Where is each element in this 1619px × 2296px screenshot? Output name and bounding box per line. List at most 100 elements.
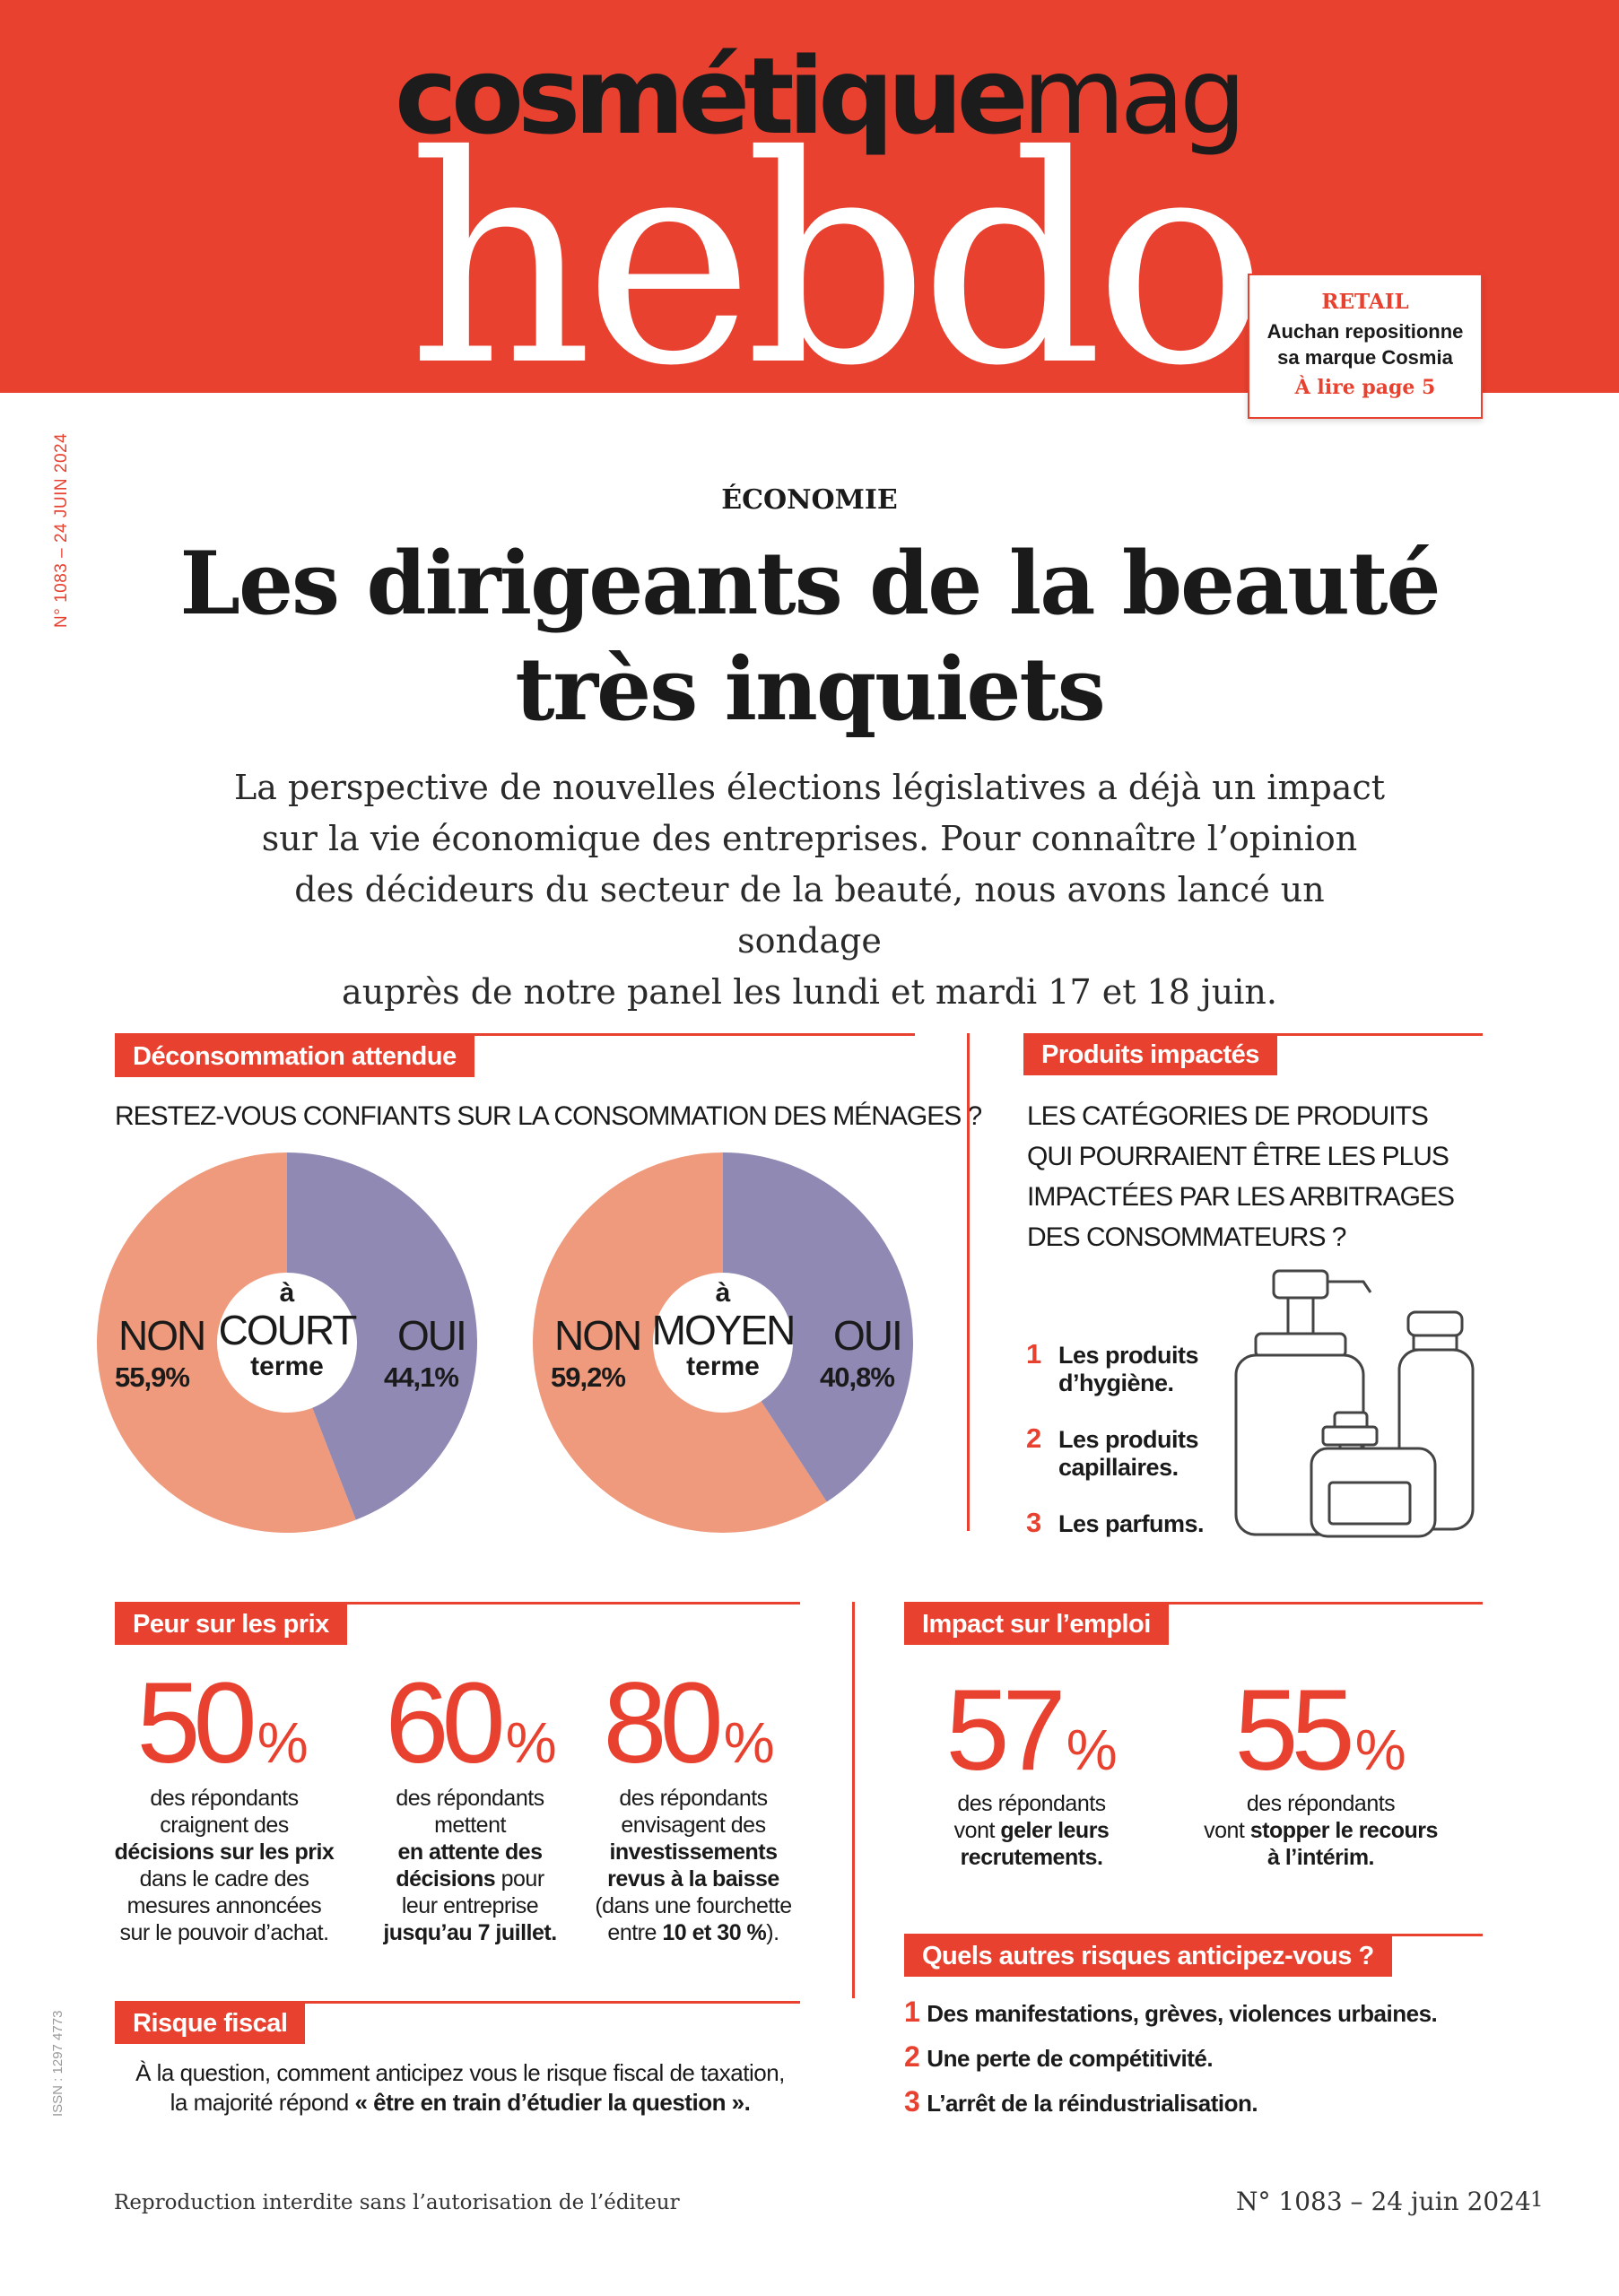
stat-text-bold: stopper le recours	[1249, 1818, 1439, 1843]
teaser-box[interactable]: RETAIL Auchan repositionne sa marque Cos…	[1248, 274, 1483, 419]
brand-logo[interactable]: cosmétiquemag	[395, 43, 1247, 149]
stat-description: des répondants mettent en attente des dé…	[348, 1785, 592, 1946]
stat-text-line: des répondants	[957, 1791, 1106, 1816]
donut-non-label: NON	[118, 1312, 206, 1359]
column-divider	[967, 1033, 970, 1531]
stat-text-regular: vont	[953, 1818, 1001, 1843]
donut-center-short-term: à COURT terme	[197, 1278, 377, 1382]
donut-center-medium-term: à MOYEN terme	[633, 1278, 813, 1382]
fiscal-text-line: la majorité répond « être en train d’étu…	[115, 2088, 805, 2118]
stat-unit: %	[257, 1710, 309, 1775]
fiscal-text-line: À la question, comment anticipez vous le…	[135, 2059, 785, 2086]
footer-copyright: Reproduction interdite sans l’autorisati…	[114, 2191, 680, 2214]
stat-description: des répondants envisagent des investisse…	[574, 1785, 813, 1946]
rank-text-line: Les parfums.	[1058, 1510, 1205, 1537]
stat-text-line: des répondants	[1246, 1791, 1396, 1816]
section-label-produits: Produits impactés	[1023, 1034, 1277, 1075]
consumption-question: RESTEZ-VOUS CONFIANTS SUR LA CONSOMMATIO…	[115, 1101, 982, 1131]
product-rank-item: 2 Les produits capillaires.	[1026, 1424, 1199, 1482]
stat-text-regular: vont	[1204, 1818, 1250, 1843]
fiscal-text: À la question, comment anticipez vous le…	[115, 2058, 805, 2118]
section-rule	[904, 1934, 1483, 1936]
donut-oui-label: OUI	[397, 1312, 467, 1359]
donut-oui-value: 40,8%	[820, 1361, 895, 1393]
donut-slice-non	[97, 1152, 356, 1533]
section-label-deconsommation: Déconsommation attendue	[115, 1036, 474, 1077]
stat-text-bold: décisions	[396, 1866, 496, 1892]
brand-logo-bold: cosmétique	[395, 34, 1029, 158]
headline-line: Les dirigeants de la beauté	[179, 533, 1441, 634]
stat-percentage: 55%	[1213, 1674, 1428, 1788]
stat-text-line: revus à la baisse	[607, 1866, 779, 1892]
stat-unit: %	[723, 1710, 775, 1775]
standfirst-line: La perspective de nouvelles élections lé…	[233, 768, 1386, 807]
stat-text-line: mettent	[434, 1813, 506, 1838]
rank-number: 2	[1026, 1422, 1041, 1454]
stat-text-line: à l’intérim.	[1266, 1845, 1375, 1870]
risk-list-item: 1 Des manifestations, grèves, violences u…	[904, 1996, 1438, 2029]
section-rule	[904, 1602, 1483, 1605]
section-label-risques: Quels autres risques anticipez-vous ?	[904, 1935, 1392, 1977]
rank-number: 3	[1026, 1507, 1041, 1538]
donut-center-horizon: COURT	[218, 1307, 358, 1353]
stat-text-line: sur le pouvoir d’achat.	[119, 1920, 329, 1945]
fiscal-text-bold: « être en train d’étudier la question ».	[354, 2089, 751, 2116]
teaser-text-line: Auchan repositionne	[1266, 320, 1464, 343]
donut-center-term: terme	[250, 1352, 324, 1381]
stat-text-line: des répondants	[396, 1786, 544, 1811]
donut-slice-oui	[723, 1152, 913, 1502]
stat-text-regular: pour	[495, 1866, 545, 1892]
stat-value: 57	[945, 1666, 1066, 1795]
standfirst-line: sur la vie économique des entreprises. P…	[261, 819, 1358, 858]
rank-text-line: capillaires.	[1058, 1454, 1179, 1481]
stat-text-line: jusqu’au 7 juillet.	[383, 1920, 557, 1945]
stat-text-line: recrutements.	[960, 1845, 1103, 1870]
donut-chart-medium-term	[533, 1152, 913, 1533]
stat-text-line: envisagent des	[621, 1813, 766, 1838]
donut-non-value: 55,9%	[115, 1361, 190, 1393]
pump-neck-icon	[1286, 1296, 1315, 1335]
stat-text-line: décisions pour	[348, 1866, 592, 1892]
section-rule	[115, 1602, 800, 1605]
section-rule	[115, 2001, 800, 2004]
donut-slice-oui	[287, 1152, 477, 1520]
stat-text-bold: 10 et 30 %	[662, 1920, 767, 1945]
section-label-fiscal: Risque fiscal	[115, 2003, 306, 2044]
section-label-emploi: Impact sur l’emploi	[904, 1604, 1169, 1645]
stat-percentage: 80%	[581, 1666, 796, 1781]
products-question-line: IMPACTÉES PAR LES ARBITRAGES	[1027, 1182, 1455, 1212]
donut-center-term: terme	[686, 1352, 760, 1381]
stat-value: 55	[1234, 1666, 1354, 1795]
stat-value: 60	[385, 1659, 505, 1787]
stat-text-regular: ).	[766, 1920, 779, 1945]
rank-text-line: Les produits	[1058, 1426, 1199, 1453]
stat-text-line: leur entreprise	[401, 1893, 539, 1918]
product-rank-item: 3 Les parfums.	[1026, 1509, 1205, 1538]
footer-page-number: 1	[1530, 2188, 1544, 2212]
stat-percentage: 50%	[115, 1666, 330, 1781]
donut-chart-short-term	[97, 1152, 477, 1533]
stat-text-line: des répondants	[619, 1786, 768, 1811]
stat-text-bold: geler leurs	[1000, 1818, 1110, 1843]
issn-note: ISSN : 1297 4773	[50, 2010, 65, 2117]
stat-description: des répondants vont geler leurs recrutem…	[915, 1790, 1148, 1871]
rank-text-line: d’hygiène.	[1058, 1370, 1174, 1396]
products-question-line: QUI POURRAIENT ÊTRE LES PLUS	[1027, 1142, 1449, 1171]
stat-percentage: 60%	[363, 1666, 579, 1781]
stat-unit: %	[1354, 1718, 1406, 1782]
donut-non-label: NON	[554, 1312, 642, 1359]
stat-value: 80	[603, 1659, 723, 1787]
donut-center-horizon: MOYEN	[651, 1307, 796, 1353]
stat-text-line: mesures annoncées	[126, 1893, 322, 1918]
stat-text-line: dans le cadre des	[139, 1866, 309, 1892]
headline-line: très inquiets	[515, 639, 1106, 740]
products-question-line: LES CATÉGORIES DE PRODUITS	[1027, 1101, 1429, 1131]
stat-text-line: (dans une fourchette	[595, 1893, 792, 1918]
rank-number: 1	[904, 1996, 920, 2028]
rank-number: 1	[1026, 1338, 1041, 1370]
section-rule	[115, 1033, 915, 1036]
column-divider	[852, 1602, 855, 1998]
product-rank-item: 1 Les produits d’hygiène.	[1026, 1340, 1199, 1397]
teaser-link[interactable]: À lire page 5	[1294, 376, 1436, 400]
cosmetic-bottles-illustration	[1234, 1269, 1475, 1538]
